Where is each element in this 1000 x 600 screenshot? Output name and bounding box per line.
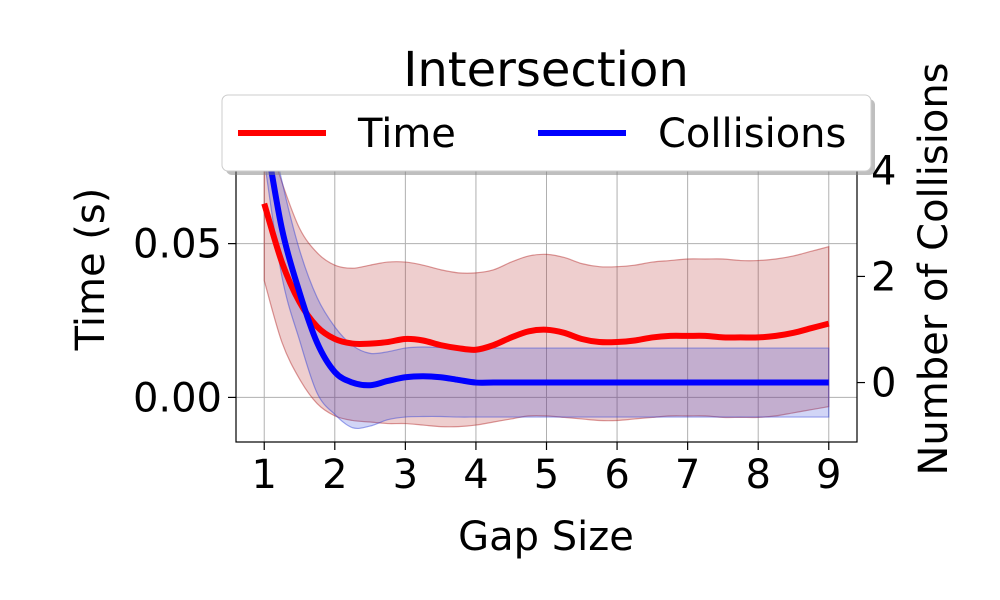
x-tick-label: 8 bbox=[745, 452, 770, 498]
left-y-tick-label: 0.00 bbox=[133, 375, 222, 421]
x-tick-label: 9 bbox=[816, 452, 841, 498]
right-y-axis-ticks: 0 2 4 bbox=[857, 148, 896, 407]
line-collisions bbox=[261, 127, 829, 389]
chart-title: Intersection bbox=[403, 42, 689, 98]
series-lines bbox=[261, 127, 830, 389]
left-y-axis-label: Time (s) bbox=[68, 188, 114, 352]
right-y-tick-label: 4 bbox=[871, 148, 896, 194]
left-y-axis-ticks: 0.00 0.05 bbox=[133, 222, 236, 421]
x-axis-label: Gap Size bbox=[458, 514, 634, 560]
left-y-tick-label: 0.05 bbox=[133, 222, 222, 268]
x-tick-label: 2 bbox=[322, 452, 347, 498]
line-time bbox=[261, 202, 830, 353]
legend-label-time: Time bbox=[357, 111, 456, 157]
right-y-tick-label: 2 bbox=[871, 254, 896, 300]
right-y-axis-label: Number of Collisions bbox=[911, 62, 957, 475]
confidence-bands bbox=[263, 96, 830, 430]
legend: Time Collisions bbox=[221, 94, 875, 175]
band-time bbox=[263, 126, 830, 428]
x-tick-label: 3 bbox=[393, 452, 418, 498]
x-tick-label: 7 bbox=[675, 452, 700, 498]
x-tick-label: 5 bbox=[534, 452, 559, 498]
right-y-tick-label: 0 bbox=[871, 361, 896, 407]
legend-label-collisions: Collisions bbox=[658, 111, 846, 157]
x-tick-label: 1 bbox=[252, 452, 277, 498]
x-tick-label: 6 bbox=[604, 452, 629, 498]
x-tick-label: 4 bbox=[463, 452, 488, 498]
